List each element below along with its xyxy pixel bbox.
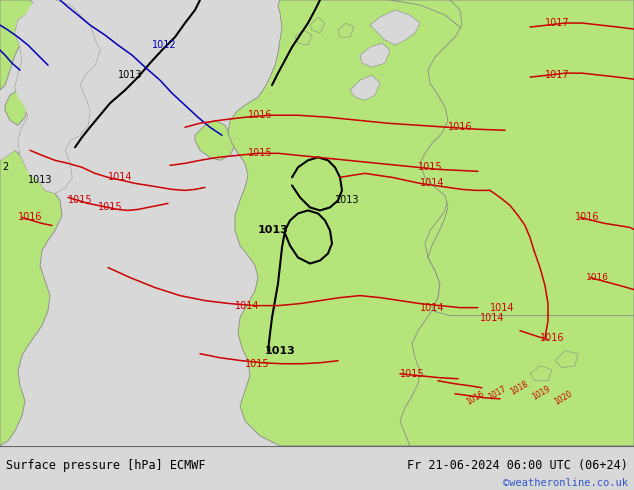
- Text: 1016: 1016: [18, 213, 42, 222]
- Text: 1013: 1013: [258, 225, 288, 236]
- Text: 1016: 1016: [540, 333, 564, 343]
- Polygon shape: [15, 0, 100, 194]
- Text: 1014: 1014: [490, 303, 515, 313]
- Text: 1016: 1016: [586, 273, 609, 282]
- Polygon shape: [370, 10, 420, 45]
- Polygon shape: [0, 125, 15, 160]
- Polygon shape: [95, 0, 175, 168]
- Text: 1017: 1017: [545, 70, 569, 80]
- Polygon shape: [228, 0, 634, 446]
- Polygon shape: [310, 17, 325, 33]
- Text: 1016: 1016: [448, 122, 472, 132]
- Polygon shape: [542, 9, 558, 23]
- Polygon shape: [15, 0, 100, 194]
- Text: 1014: 1014: [235, 301, 259, 311]
- Polygon shape: [5, 90, 28, 125]
- Polygon shape: [560, 57, 576, 71]
- Polygon shape: [295, 30, 312, 45]
- Polygon shape: [530, 366, 552, 381]
- Text: 2: 2: [2, 162, 8, 172]
- Text: Fr 21-06-2024 06:00 UTC (06+24): Fr 21-06-2024 06:00 UTC (06+24): [407, 459, 628, 472]
- Text: 1020: 1020: [553, 389, 574, 407]
- Text: 1014: 1014: [420, 178, 444, 188]
- Text: 1014: 1014: [420, 303, 444, 313]
- Text: 1013: 1013: [265, 346, 295, 356]
- Text: 1013: 1013: [335, 196, 359, 205]
- Text: Surface pressure [hPa] ECMWF: Surface pressure [hPa] ECMWF: [6, 459, 206, 472]
- Text: 1014: 1014: [108, 172, 133, 182]
- Text: 1015: 1015: [98, 202, 122, 213]
- Text: 1017: 1017: [487, 384, 508, 401]
- Polygon shape: [390, 0, 634, 446]
- Text: 1018: 1018: [509, 379, 530, 396]
- Polygon shape: [195, 120, 235, 160]
- Text: 1016: 1016: [465, 389, 486, 407]
- Polygon shape: [0, 150, 62, 446]
- Text: 1015: 1015: [245, 359, 269, 369]
- Polygon shape: [350, 75, 380, 100]
- Polygon shape: [518, 3, 534, 17]
- Text: 1017: 1017: [545, 18, 569, 28]
- Text: 1012: 1012: [152, 40, 177, 50]
- Text: 1015: 1015: [400, 369, 425, 379]
- Text: 1014: 1014: [480, 313, 505, 322]
- Text: 1016: 1016: [575, 213, 600, 222]
- Polygon shape: [0, 0, 40, 90]
- Polygon shape: [420, 0, 634, 316]
- Polygon shape: [338, 23, 354, 37]
- Polygon shape: [555, 351, 578, 368]
- Polygon shape: [580, 43, 598, 57]
- Text: ©weatheronline.co.uk: ©weatheronline.co.uk: [503, 478, 628, 488]
- Text: 1019: 1019: [531, 384, 552, 401]
- Polygon shape: [360, 43, 390, 67]
- Text: 1013: 1013: [118, 70, 143, 80]
- Text: 1015: 1015: [68, 196, 93, 205]
- Text: 1015: 1015: [418, 162, 443, 172]
- Text: 1015: 1015: [248, 148, 273, 158]
- Text: 1016: 1016: [248, 110, 273, 120]
- Text: 1013: 1013: [28, 175, 53, 185]
